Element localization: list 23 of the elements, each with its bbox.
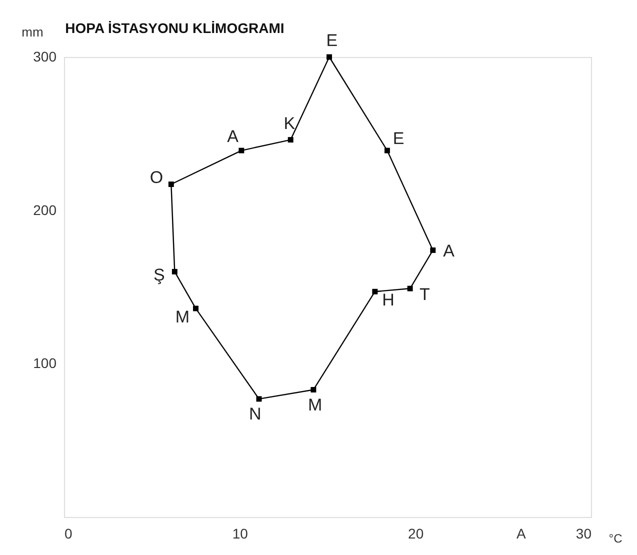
y-tick-label: 100	[33, 355, 57, 372]
data-label: T	[420, 284, 430, 304]
data-label: H	[382, 290, 394, 310]
chart-title: HOPA İSTASYONU KLİMOGRAMI	[65, 20, 284, 36]
y-tick-label: 300	[33, 48, 57, 64]
x-axis-title: °C	[608, 532, 623, 546]
data-label: A	[227, 127, 240, 146]
data-label: E	[326, 31, 338, 50]
data-label: O	[150, 168, 164, 187]
data-label: Ş	[153, 266, 165, 285]
data-label: M	[175, 307, 190, 326]
x-tick-label: 0	[64, 526, 72, 542]
y-tick-label: 200	[33, 202, 57, 218]
x-tick-label: 10	[232, 526, 248, 542]
data-label: A	[443, 241, 456, 260]
x-tick-label: 20	[408, 526, 424, 542]
data-label: E	[392, 129, 404, 148]
x-tick-label: A	[516, 526, 527, 542]
y-axis-title: mm	[22, 24, 44, 40]
data-label: M	[308, 396, 322, 415]
data-label: K	[284, 114, 296, 133]
x-tick-label: 30	[576, 526, 592, 542]
data-label: N	[249, 404, 262, 424]
